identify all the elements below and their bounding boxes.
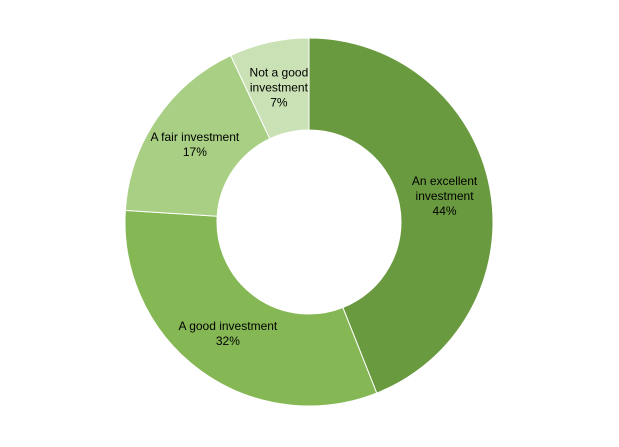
slice-label-an-excellent-investment: An excellent investment 44% xyxy=(412,174,478,218)
slice-label-a-fair-investment: A fair investment 17% xyxy=(151,130,240,159)
slice-value-label: 32% xyxy=(216,334,240,348)
slice-an-excellent-investment xyxy=(308,37,494,394)
slice-not-a-good-investment xyxy=(229,37,310,140)
slice-category-label: Not a good xyxy=(250,65,309,79)
slice-value-label: 7% xyxy=(270,95,288,109)
donut-labels: An excellent investment 44%A good investme… xyxy=(151,65,478,348)
slice-category-label: A fair investment xyxy=(151,130,240,144)
slice-category-label: An excellent xyxy=(412,174,478,188)
slice-a-fair-investment xyxy=(124,54,271,217)
slice-category-label: A good investment xyxy=(179,319,278,333)
slice-label-a-good-investment: A good investment 32% xyxy=(179,319,278,348)
slice-label-not-a-good-investment: Not a good investment 7% xyxy=(250,65,309,109)
slice-value-label: 44% xyxy=(433,204,457,218)
slice-value-label: 17% xyxy=(183,145,207,159)
slice-category-label: investment xyxy=(250,80,309,94)
slice-category-label: investment xyxy=(416,189,475,203)
slice-a-good-investment xyxy=(124,209,378,407)
donut-slices xyxy=(124,37,494,407)
